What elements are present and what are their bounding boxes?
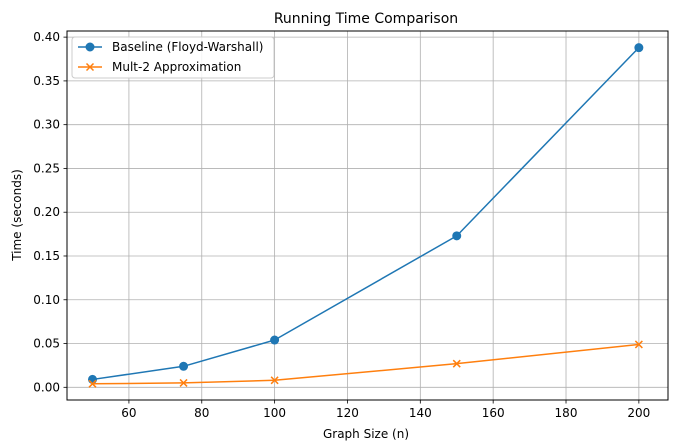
axis-ticks: 60 80 100 120 140 160 180 200 0.00 0.05 0.10 0.15 0.… [33,30,650,420]
y-tick-label: 0.00 [33,380,60,394]
x-tick-label: 140 [409,406,432,420]
data-point [634,340,643,349]
y-tick-label: 0.10 [33,293,60,307]
x-tick-label: 100 [263,406,286,420]
legend-marker-baseline [85,42,95,52]
data-point [87,374,97,384]
x-tick-label: 60 [121,406,136,420]
data-point [179,378,188,387]
plot-frame [66,30,669,401]
y-tick-label: 0.40 [33,30,60,44]
series-line-0 [92,47,640,381]
grid-lines [67,31,668,400]
x-tick-label: 120 [336,406,359,420]
y-tick-label: 0.15 [33,249,60,263]
data-point [88,379,97,388]
y-axis-title: Time (seconds) [10,169,24,262]
x-axis-title: Graph Size (n) [323,427,409,441]
x-tick-label: 180 [555,406,578,420]
y-tick-label: 0.20 [33,205,60,219]
legend-label-baseline: Baseline (Floyd-Warshall) [112,40,263,54]
data-point [452,359,461,368]
series-line-1 [92,343,639,385]
data-point [270,335,280,345]
data-point [179,361,189,371]
legend: Baseline (Floyd-Warshall) Mult-2 Approxi… [71,36,275,79]
legend-marker-mult2 [85,62,95,72]
legend-box [71,36,275,79]
y-tick-label: 0.35 [33,74,60,88]
x-tick-label: 160 [482,406,505,420]
data-point [452,231,462,241]
legend-label-mult2: Mult-2 Approximation [112,60,241,74]
x-tick-label: 80 [194,406,209,420]
chart-title: Running Time Comparison [274,11,458,27]
y-tick-label: 0.30 [33,118,60,132]
y-tick-label: 0.25 [33,161,60,175]
series-layer [87,43,644,388]
y-tick-label: 0.05 [33,337,60,351]
x-tick-label: 200 [627,406,650,420]
data-point [270,376,279,385]
data-point [634,43,644,53]
